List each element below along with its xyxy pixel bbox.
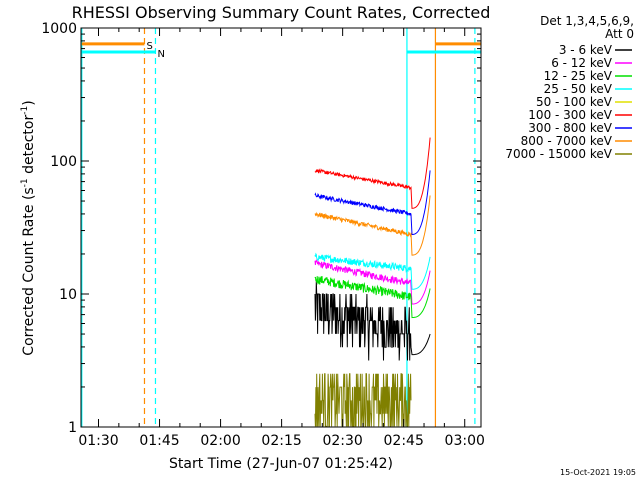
x-axis: 01:30 01:45 02:00 02:15 02:30 02:45 03:00 (78, 28, 485, 449)
series-line-0 (314, 280, 431, 361)
legend-label-6: 300 - 800 keV (528, 121, 612, 135)
legend-label-3: 25 - 50 keV (544, 82, 613, 96)
legend-label-8: 7000 - 15000 keV (505, 147, 612, 161)
legend-header-line2: Att 0 (605, 27, 634, 41)
y-tick-label-3: 1000 (41, 21, 77, 37)
x-axis-label: Start Time (27-Jun-07 01:25:42) (169, 456, 393, 472)
y-axis-label-sup2: -1 (20, 106, 30, 115)
x-tick-label-2: 02:00 (200, 433, 240, 449)
plot-frame (80, 27, 482, 428)
x-tick-label-1: 01:45 (139, 433, 179, 449)
x-tick-label-4: 02:30 (322, 433, 362, 449)
y-tick-label-1: 10 (59, 287, 77, 303)
x-tick-label-5: 02:45 (384, 433, 424, 449)
y-axis-label-sup1: -1 (20, 178, 30, 187)
y-tick-label-0: 1 (68, 420, 77, 436)
y-axis-label-end: ) (21, 100, 37, 105)
series-line-2 (314, 276, 431, 319)
flag-label-N: N (158, 49, 165, 60)
y-axis-label: Corrected Count Rate (s-1 detector-1) (20, 100, 37, 355)
legend-header-line1: Det 1,3,4,5,6,9, (540, 14, 634, 28)
series-line-5 (314, 137, 431, 209)
legend-label-2: 12 - 25 keV (544, 69, 613, 83)
x-tick-label-3: 02:15 (261, 433, 301, 449)
footer-date: 15-Oct-2021 19:05 (560, 468, 636, 477)
y-axis-label-mid: detector (21, 115, 37, 179)
legend-label-7: 800 - 7000 keV (521, 134, 613, 148)
x-tick-label-0: 01:30 (78, 433, 118, 449)
legend-label-1: 6 - 12 keV (551, 56, 613, 70)
series-line-1 (314, 258, 431, 305)
chart-title: RHESSI Observing Summary Count Rates, Co… (72, 3, 491, 22)
series-line-7 (314, 195, 431, 256)
y-axis: 1 10 100 1000 (41, 21, 481, 436)
y-axis-label-main: Corrected Count Rate (s (21, 187, 37, 355)
legend-label-4: 50 - 100 keV (536, 95, 613, 109)
y-tick-label-2: 100 (50, 154, 77, 170)
legend-label-0: 3 - 6 keV (559, 43, 613, 57)
series-line-3 (314, 252, 431, 290)
flag-label-S: S (147, 41, 153, 52)
x-tick-label-6: 03:00 (445, 433, 485, 449)
legend-label-5: 100 - 300 keV (528, 108, 612, 122)
series-line-6 (314, 170, 431, 235)
